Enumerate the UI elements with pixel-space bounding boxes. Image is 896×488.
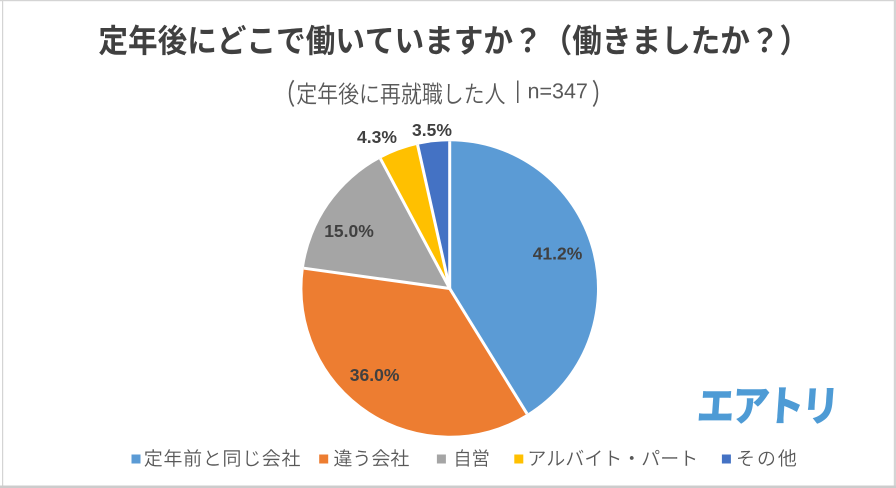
svg-text:4.3%: 4.3% xyxy=(357,127,397,147)
svg-text:41.2%: 41.2% xyxy=(533,243,583,263)
svg-text:36.0%: 36.0% xyxy=(350,365,400,385)
svg-text:15.0%: 15.0% xyxy=(324,221,374,241)
svg-text:3.5%: 3.5% xyxy=(412,120,452,140)
